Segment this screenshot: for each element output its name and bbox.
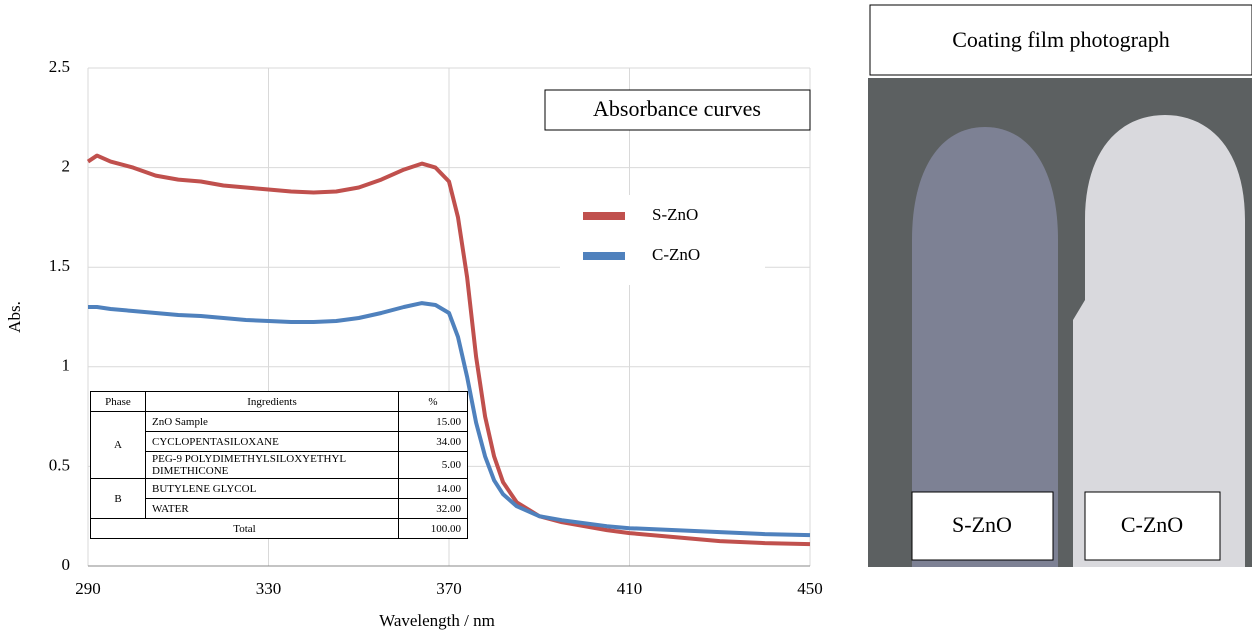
table-cell: Total: [90, 518, 399, 539]
x-tick-label: 370: [436, 579, 462, 598]
table-cell: BUTYLENE GLYCOL: [145, 478, 399, 499]
table-row: WATER 32.00: [91, 498, 468, 519]
table-cell: B: [90, 478, 146, 519]
table-cell: WATER: [145, 498, 399, 519]
photo-title-box: [869, 4, 1252, 76]
y-tick-label: 1: [62, 356, 71, 375]
x-tick-label: 450: [797, 579, 823, 598]
table-cell: Phase: [90, 391, 146, 412]
legend: S-ZnO C-ZnO: [583, 205, 700, 264]
title-box: [544, 89, 811, 131]
legend-box: [560, 195, 765, 285]
lines: [86, 153, 811, 547]
chart-title: Absorbance curves: [593, 96, 761, 121]
photo-title: Coating film photograph: [952, 27, 1170, 52]
photo-label: C-ZnO: [1121, 512, 1183, 537]
table-cell: PEG-9 POLYDIMETHYLSILOXYETHYL DIMETHICON…: [145, 451, 399, 479]
photo-label-box: [911, 491, 1054, 561]
x-axis-label: Wavelength / nm: [379, 611, 495, 630]
y-tick-label: 0.5: [49, 455, 70, 474]
table-row: CYCLOPENTASILOXANE 34.00: [91, 431, 468, 452]
legend-label: S-ZnO: [652, 205, 698, 224]
table-cell: 32.00: [398, 498, 468, 519]
table-cell: 34.00: [398, 431, 468, 452]
film-s: [912, 127, 1058, 567]
formulation-table: Phase Ingredients% A ZnO Sample 15.00 CYCLOPE…: [90, 391, 468, 539]
table-cell: ZnO Sample: [145, 411, 399, 432]
photo-label-box: [1084, 491, 1221, 561]
table-cell: %: [398, 391, 468, 412]
x-tick-label: 410: [617, 579, 643, 598]
series-line: [88, 301, 811, 538]
table-cell: Ingredients: [145, 391, 399, 412]
y-tick-label: 1.5: [49, 256, 70, 275]
table-cell: 100.00: [398, 518, 468, 539]
legend-swatch: [583, 252, 625, 260]
y-axis-label: Abs.: [5, 301, 24, 333]
table-cell: 14.00: [398, 478, 468, 499]
table-row: B BUTYLENE GLYCOL 14.00: [90, 478, 468, 519]
y-tick-label: 2: [62, 157, 71, 176]
photo-label: S-ZnO: [952, 512, 1012, 537]
x-tick-label: 290: [75, 579, 101, 598]
series-line: [86, 153, 811, 547]
table-row: Phase Ingredients%: [90, 391, 468, 412]
legend-swatch: [583, 212, 625, 220]
table-cell: 15.00: [398, 411, 468, 432]
table-cell: A: [90, 411, 146, 479]
table-row: A ZnO Sample 15.00: [90, 411, 468, 479]
table-cell: CYCLOPENTASILOXANE: [145, 431, 399, 452]
y-tick-label: 2.5: [49, 57, 70, 76]
table-cell: 5.00: [398, 451, 468, 479]
legend-label: C-ZnO: [652, 245, 700, 264]
table-row: Total 100.00: [90, 518, 468, 539]
film-c: [1073, 115, 1245, 567]
table-row: PEG-9 POLYDIMETHYLSILOXYETHYL DIMETHICON…: [91, 451, 468, 479]
x-tick-label: 330: [256, 579, 282, 598]
y-tick-label: 0: [62, 555, 71, 574]
